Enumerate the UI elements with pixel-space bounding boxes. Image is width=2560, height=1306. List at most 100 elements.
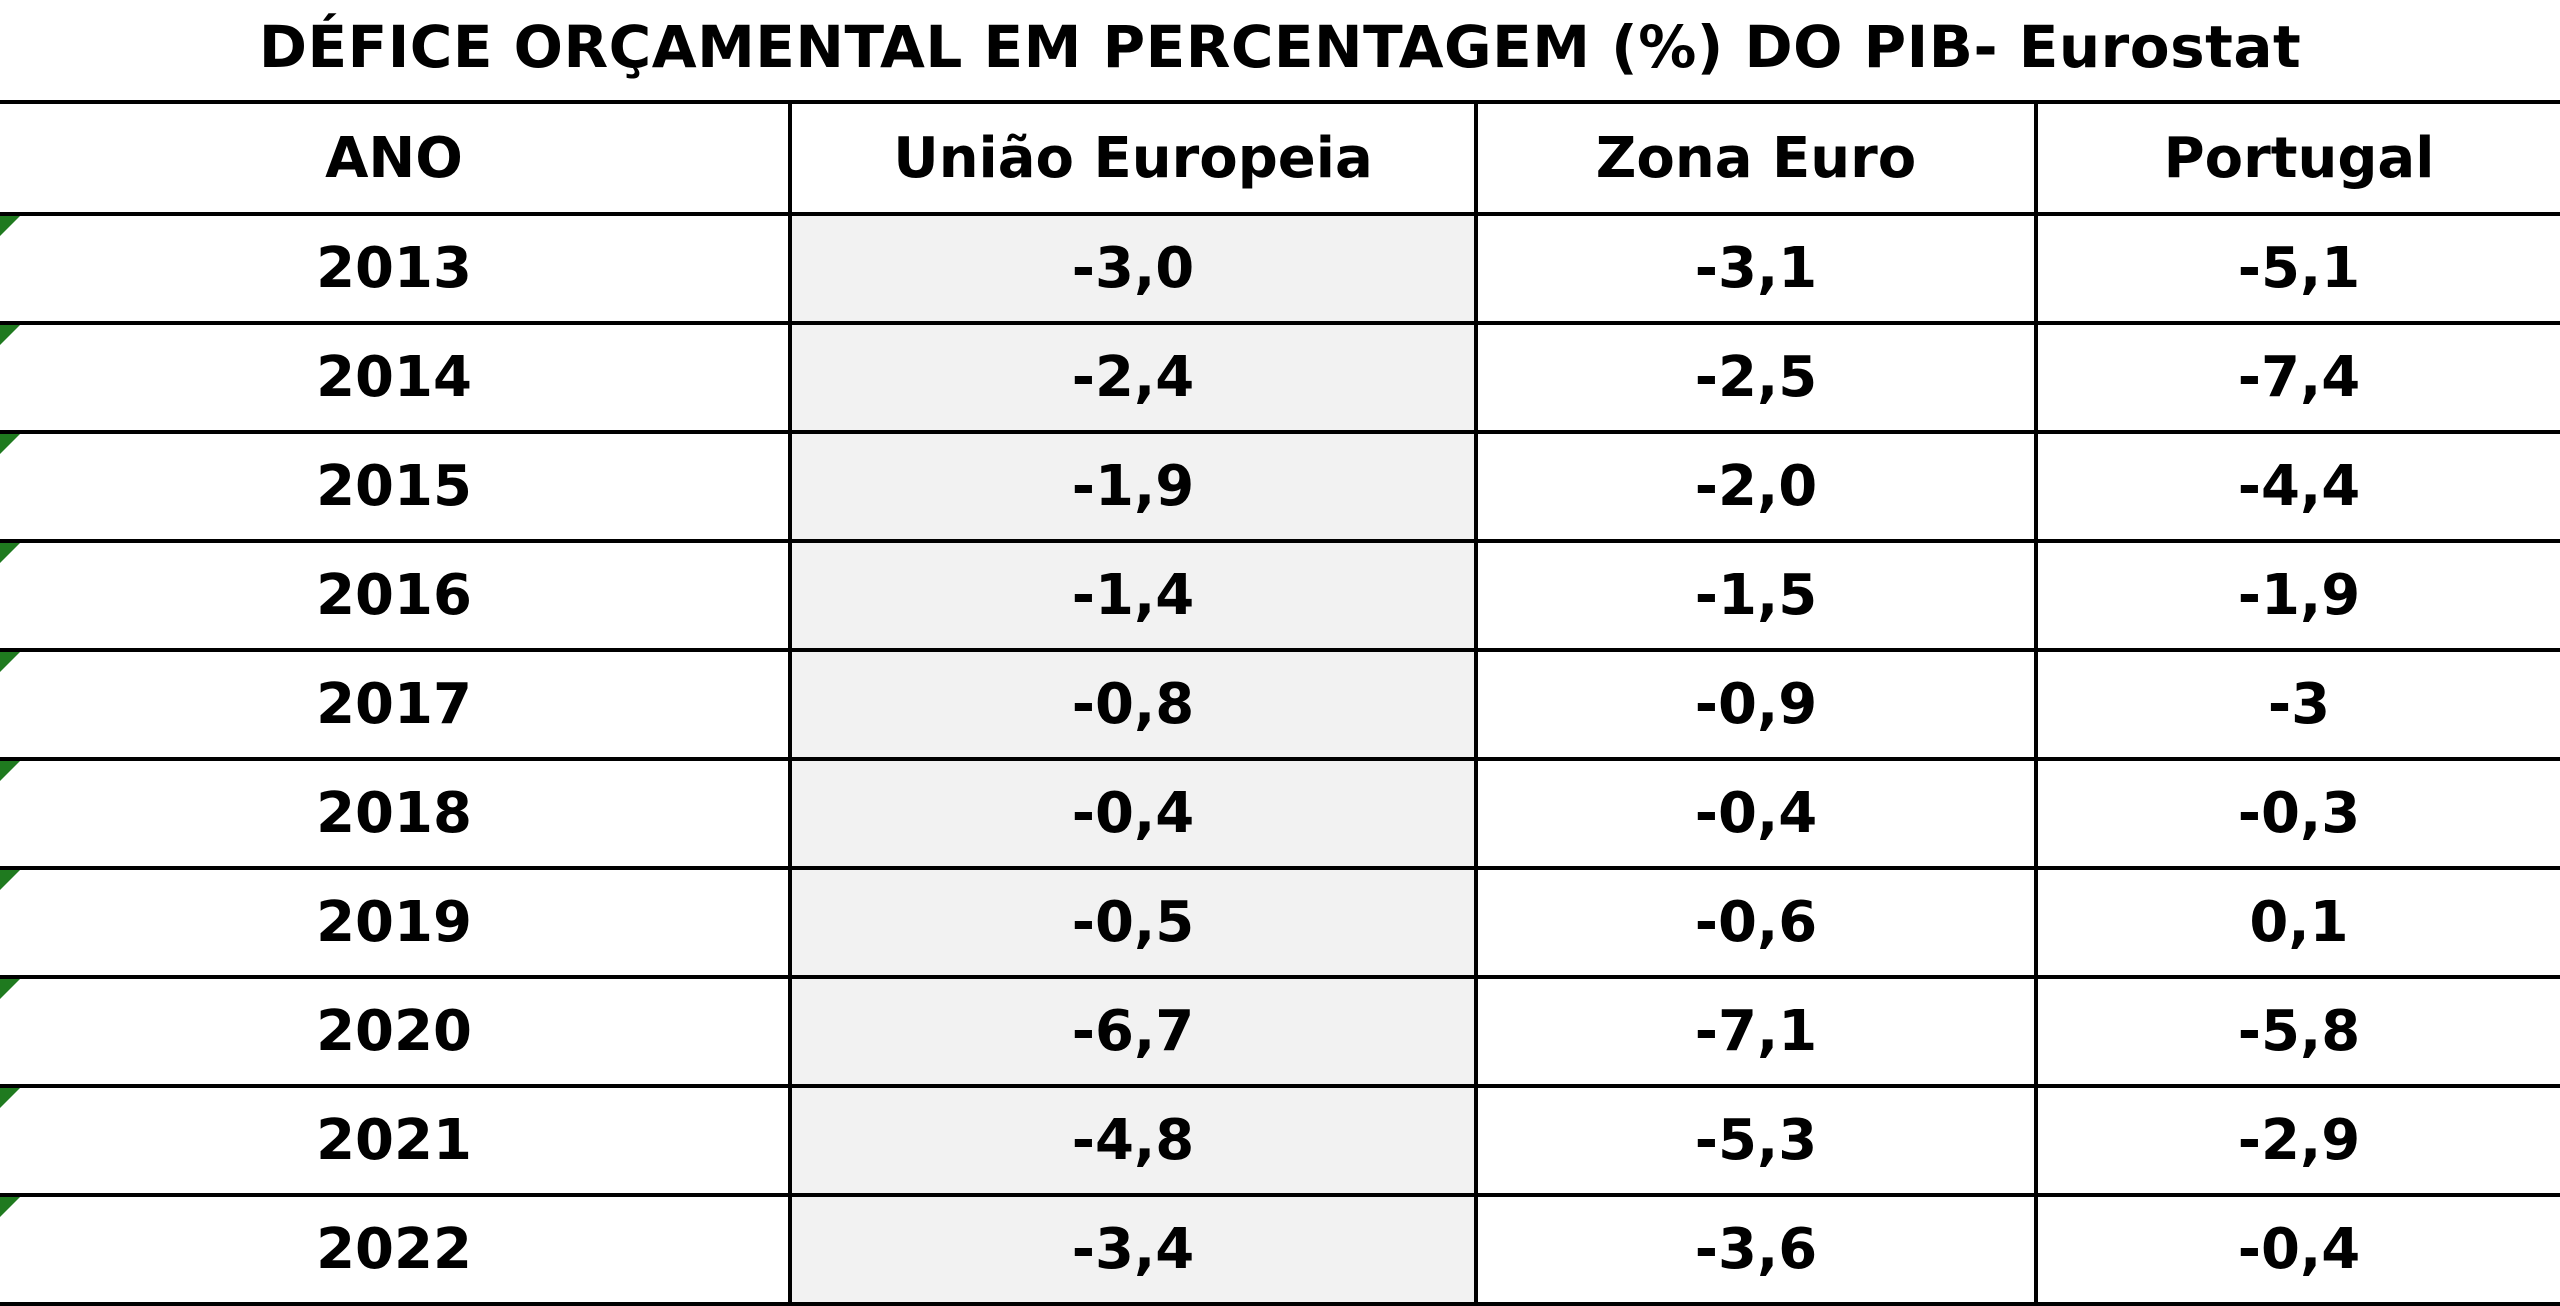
cell-value: -0,4 bbox=[2237, 1217, 2361, 1282]
header-ano: ANO bbox=[0, 100, 792, 216]
year-cell: 2020 bbox=[0, 975, 792, 1088]
cell-value: 2017 bbox=[316, 672, 472, 737]
cell-value: -6,7 bbox=[1071, 999, 1195, 1064]
cell-value: -0,6 bbox=[1694, 890, 1818, 955]
portugal-cell: -4,4 bbox=[2034, 430, 2560, 543]
portugal-cell: 0,1 bbox=[2034, 866, 2560, 979]
zona-euro-cell: -0,6 bbox=[1474, 866, 2038, 979]
cell-value: -2,4 bbox=[1071, 345, 1195, 410]
year-cell: 2016 bbox=[0, 539, 792, 652]
cell-value: -1,9 bbox=[2237, 563, 2361, 628]
zona-euro-cell: -3,1 bbox=[1474, 212, 2038, 325]
cell-value: -1,9 bbox=[1071, 454, 1195, 519]
cell-value: 2016 bbox=[316, 563, 472, 628]
uniao-europeia-cell: -4,8 bbox=[788, 1084, 1478, 1197]
uniao-europeia-cell: -3,0 bbox=[788, 212, 1478, 325]
cell-indicator-icon bbox=[0, 652, 20, 672]
cell-value: 2018 bbox=[316, 781, 472, 846]
cell-indicator-icon bbox=[0, 979, 20, 999]
cell-value: 0,1 bbox=[2249, 890, 2349, 955]
year-cell: 2022 bbox=[0, 1193, 792, 1306]
uniao-europeia-cell: -2,4 bbox=[788, 321, 1478, 434]
cell-indicator-icon bbox=[0, 325, 20, 345]
portugal-cell: -7,4 bbox=[2034, 321, 2560, 434]
table-row: 2022 -3,4 -3,6 -0,4 bbox=[0, 1193, 2560, 1306]
cell-value: -1,4 bbox=[1071, 563, 1195, 628]
cell-value: -3,1 bbox=[1694, 236, 1818, 301]
cell-value: -5,1 bbox=[2237, 236, 2361, 301]
cell-value: -0,5 bbox=[1071, 890, 1195, 955]
cell-value: -0,3 bbox=[2237, 781, 2361, 846]
header-uniao-europeia: União Europeia bbox=[788, 100, 1478, 216]
cell-value: -0,4 bbox=[1694, 781, 1818, 846]
table-row: 2017 -0,8 -0,9 -3 bbox=[0, 648, 2560, 761]
header-row: ANO União Europeia Zona Euro Portugal bbox=[0, 100, 2560, 216]
table-row: 2014 -2,4 -2,5 -7,4 bbox=[0, 321, 2560, 434]
uniao-europeia-cell: -1,4 bbox=[788, 539, 1478, 652]
cell-value: -0,4 bbox=[1071, 781, 1195, 846]
table-body: 2013 -3,0 -3,1 -5,1 2014 -2,4 -2,5 -7,4 2015 -1,9… bbox=[0, 212, 2560, 1306]
cell-value: -4,4 bbox=[2237, 454, 2361, 519]
year-cell: 2014 bbox=[0, 321, 792, 434]
cell-value: -3,0 bbox=[1071, 236, 1195, 301]
deficit-table: ANO União Europeia Zona Euro Portugal 20… bbox=[0, 100, 2560, 1306]
cell-value: -1,5 bbox=[1694, 563, 1818, 628]
cell-value: 2021 bbox=[316, 1108, 472, 1173]
zona-euro-cell: -2,0 bbox=[1474, 430, 2038, 543]
uniao-europeia-cell: -0,5 bbox=[788, 866, 1478, 979]
header-zona-euro: Zona Euro bbox=[1474, 100, 2038, 216]
cell-value: 2020 bbox=[316, 999, 472, 1064]
uniao-europeia-cell: -6,7 bbox=[788, 975, 1478, 1088]
uniao-europeia-cell: -0,4 bbox=[788, 757, 1478, 870]
portugal-cell: -5,8 bbox=[2034, 975, 2560, 1088]
zona-euro-cell: -0,4 bbox=[1474, 757, 2038, 870]
zona-euro-cell: -1,5 bbox=[1474, 539, 2038, 652]
table-row: 2021 -4,8 -5,3 -2,9 bbox=[0, 1084, 2560, 1197]
cell-value: 2014 bbox=[316, 345, 472, 410]
cell-indicator-icon bbox=[0, 870, 20, 890]
zona-euro-cell: -3,6 bbox=[1474, 1193, 2038, 1306]
cell-indicator-icon bbox=[0, 543, 20, 563]
uniao-europeia-cell: -3,4 bbox=[788, 1193, 1478, 1306]
cell-value: 2022 bbox=[316, 1217, 472, 1282]
cell-value: -2,0 bbox=[1694, 454, 1818, 519]
table-row: 2013 -3,0 -3,1 -5,1 bbox=[0, 212, 2560, 325]
portugal-cell: -0,4 bbox=[2034, 1193, 2560, 1306]
year-cell: 2015 bbox=[0, 430, 792, 543]
cell-value: -5,8 bbox=[2237, 999, 2361, 1064]
year-cell: 2017 bbox=[0, 648, 792, 761]
cell-value: -7,4 bbox=[2237, 345, 2361, 410]
header-portugal: Portugal bbox=[2034, 100, 2560, 216]
portugal-cell: -2,9 bbox=[2034, 1084, 2560, 1197]
cell-value: -3 bbox=[2267, 672, 2331, 737]
cell-value: -0,8 bbox=[1071, 672, 1195, 737]
cell-value: -2,9 bbox=[2237, 1108, 2361, 1173]
portugal-cell: -3 bbox=[2034, 648, 2560, 761]
uniao-europeia-cell: -0,8 bbox=[788, 648, 1478, 761]
table-row: 2019 -0,5 -0,6 0,1 bbox=[0, 866, 2560, 979]
cell-value: -5,3 bbox=[1694, 1108, 1818, 1173]
cell-indicator-icon bbox=[0, 434, 20, 454]
cell-value: -3,6 bbox=[1694, 1217, 1818, 1282]
cell-indicator-icon bbox=[0, 761, 20, 781]
zona-euro-cell: -7,1 bbox=[1474, 975, 2038, 1088]
cell-value: 2013 bbox=[316, 236, 472, 301]
year-cell: 2019 bbox=[0, 866, 792, 979]
cell-value: -0,9 bbox=[1694, 672, 1818, 737]
cell-value: -3,4 bbox=[1071, 1217, 1195, 1282]
table-row: 2020 -6,7 -7,1 -5,8 bbox=[0, 975, 2560, 1088]
cell-value: 2019 bbox=[316, 890, 472, 955]
cell-value: -2,5 bbox=[1694, 345, 1818, 410]
portugal-cell: -1,9 bbox=[2034, 539, 2560, 652]
cell-indicator-icon bbox=[0, 1088, 20, 1108]
zona-euro-cell: -2,5 bbox=[1474, 321, 2038, 434]
table-title: DÉFICE ORÇAMENTAL EM PERCENTAGEM (%) DO … bbox=[258, 13, 2302, 81]
zona-euro-cell: -5,3 bbox=[1474, 1084, 2038, 1197]
table-row: 2016 -1,4 -1,5 -1,9 bbox=[0, 539, 2560, 652]
table-row: 2015 -1,9 -2,0 -4,4 bbox=[0, 430, 2560, 543]
cell-value: -7,1 bbox=[1694, 999, 1818, 1064]
zona-euro-cell: -0,9 bbox=[1474, 648, 2038, 761]
year-cell: 2021 bbox=[0, 1084, 792, 1197]
year-cell: 2018 bbox=[0, 757, 792, 870]
cell-value: 2015 bbox=[316, 454, 472, 519]
